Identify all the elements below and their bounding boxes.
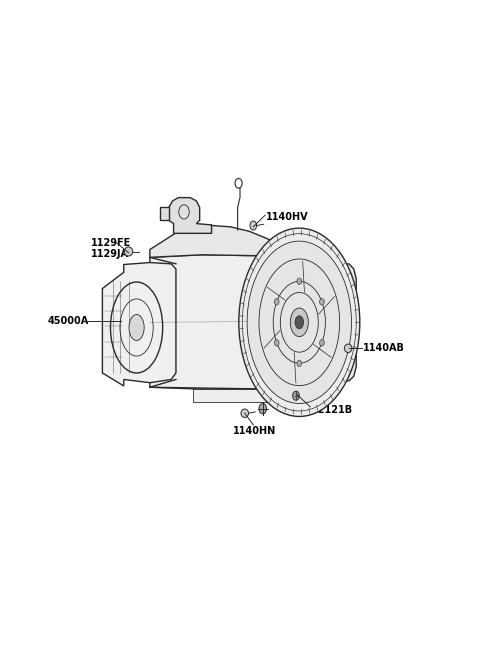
Ellipse shape [297,278,301,284]
Ellipse shape [124,247,133,256]
Ellipse shape [129,314,144,341]
Ellipse shape [295,316,303,329]
Ellipse shape [320,339,324,346]
Polygon shape [150,225,330,266]
Ellipse shape [344,344,352,352]
Ellipse shape [320,299,324,305]
Ellipse shape [290,308,308,337]
Ellipse shape [275,299,279,305]
Ellipse shape [293,391,300,400]
Polygon shape [192,389,278,402]
Text: 1129FE
1129JA: 1129FE 1129JA [91,238,131,259]
Polygon shape [150,255,330,389]
Polygon shape [330,264,356,383]
Text: 1140HV: 1140HV [266,212,309,222]
Ellipse shape [239,228,360,417]
Polygon shape [102,263,176,386]
Ellipse shape [241,409,249,417]
Text: 45000A: 45000A [48,316,89,326]
Text: 1140AB: 1140AB [363,343,405,353]
Text: 42121B: 42121B [311,405,352,415]
Polygon shape [160,208,169,220]
Polygon shape [169,198,212,233]
Text: 1140HN: 1140HN [233,426,276,436]
Ellipse shape [259,403,266,414]
Ellipse shape [275,339,279,346]
Ellipse shape [247,241,351,403]
Ellipse shape [250,221,257,230]
Ellipse shape [297,360,301,367]
